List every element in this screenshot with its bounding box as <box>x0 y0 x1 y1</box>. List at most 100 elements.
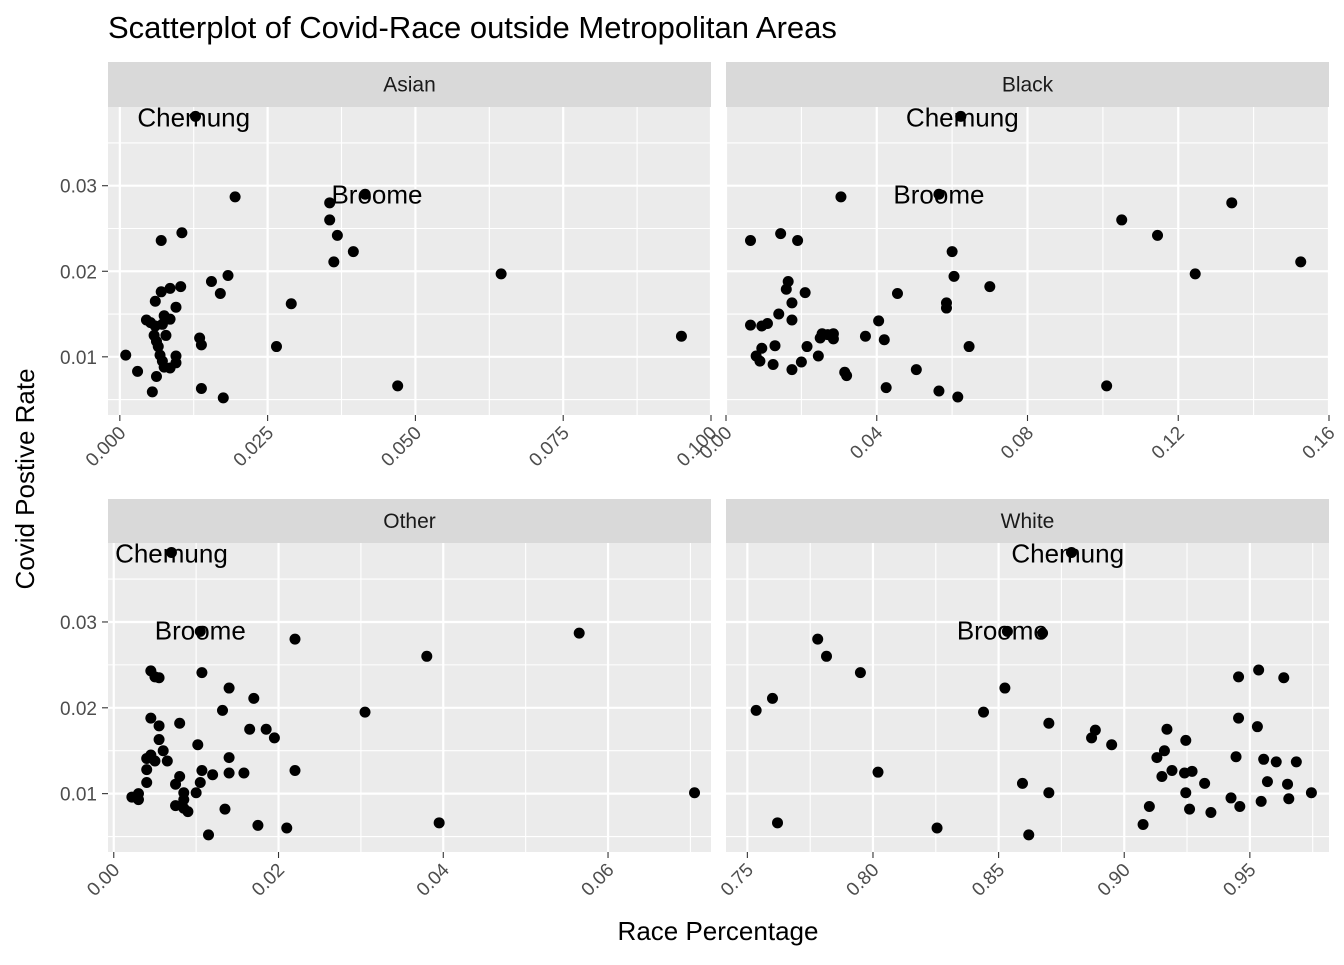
data-point <box>324 214 336 226</box>
facet-strip-label: Asian <box>383 74 436 97</box>
data-point <box>174 717 186 729</box>
data-point <box>859 330 871 342</box>
data-point <box>160 329 172 341</box>
data-point <box>270 341 282 353</box>
data-point <box>196 764 208 776</box>
data-point <box>1295 256 1307 268</box>
data-point <box>155 286 167 298</box>
data-point <box>1233 671 1245 683</box>
data-point <box>222 270 234 282</box>
data-point <box>821 650 832 662</box>
county-label: Chemung <box>115 538 228 568</box>
x-axis-title: Race Percentage <box>618 916 819 946</box>
data-point <box>1253 664 1265 676</box>
data-point <box>1205 807 1217 819</box>
data-point <box>190 787 202 799</box>
data-point <box>194 625 206 637</box>
data-point <box>1290 756 1302 768</box>
data-point <box>156 318 168 330</box>
county-label: Chemung <box>906 102 1019 132</box>
x-tick-label: 0.75 <box>717 860 758 901</box>
data-point <box>347 246 359 258</box>
data-point <box>433 817 445 829</box>
data-point <box>689 787 701 799</box>
data-point <box>910 364 922 376</box>
data-point <box>1137 819 1149 831</box>
county-label: Broome <box>155 616 246 646</box>
data-point <box>175 281 187 293</box>
data-point <box>984 281 996 293</box>
data-point <box>891 288 903 300</box>
data-point <box>1001 625 1013 637</box>
panel-plot-area: Chemung Broome <box>108 107 711 415</box>
data-point <box>827 333 839 345</box>
data-point <box>223 767 235 779</box>
data-point <box>1186 765 1198 777</box>
data-point <box>328 256 340 268</box>
data-point <box>773 308 785 320</box>
data-point <box>132 365 144 377</box>
data-point <box>841 370 853 382</box>
y-tick-label: 0.03 <box>60 177 97 198</box>
panel-plot-area: Chemung Broome <box>726 102 1329 415</box>
data-point <box>192 739 204 751</box>
x-tick-label: 0.050 <box>377 423 425 471</box>
data-point <box>1161 723 1173 735</box>
data-point <box>153 734 165 746</box>
data-point <box>289 764 301 776</box>
data-point <box>495 268 507 280</box>
data-point <box>359 706 371 718</box>
data-point <box>217 392 229 404</box>
data-point <box>260 723 272 735</box>
data-point <box>165 546 177 558</box>
county-label: Chemung <box>1011 538 1124 568</box>
county-label: Broome <box>893 179 984 209</box>
x-tick-label: 0.00 <box>83 860 124 901</box>
facet-strip-label: Other <box>383 510 436 533</box>
data-point <box>120 349 132 361</box>
data-point <box>153 672 165 684</box>
x-tick-label: 0.90 <box>1094 860 1135 901</box>
data-point <box>1199 777 1211 789</box>
facet-other: Other Chemung Broome 0.01 0.02 0.03 0.00 0.02 0.… <box>60 499 711 901</box>
data-point <box>761 317 773 329</box>
panel-plot-area: Chemung Broome <box>108 538 711 852</box>
x-tick-label: 0.85 <box>968 860 1009 901</box>
data-point <box>931 822 943 834</box>
data-point <box>1065 546 1077 558</box>
y-tick-label: 0.01 <box>60 785 97 806</box>
data-point <box>238 767 250 779</box>
data-point <box>157 745 169 757</box>
data-point <box>1180 787 1192 799</box>
data-point <box>1016 777 1028 789</box>
data-point <box>248 692 260 704</box>
x-tick-label: 0.80 <box>843 860 884 901</box>
data-point <box>1180 734 1192 746</box>
y-tick-label: 0.02 <box>60 262 97 283</box>
facet-strip <box>108 62 711 107</box>
data-point <box>1270 756 1282 768</box>
data-point <box>1278 672 1290 684</box>
data-point <box>281 822 293 834</box>
data-point <box>675 330 687 342</box>
data-point <box>195 382 207 394</box>
data-point <box>1234 801 1246 813</box>
data-point <box>1226 197 1238 209</box>
data-point <box>161 755 173 767</box>
data-point <box>786 314 798 326</box>
data-point <box>178 794 190 806</box>
data-point <box>421 650 433 662</box>
data-point <box>196 667 208 679</box>
data-point <box>1023 829 1035 841</box>
data-point <box>1166 764 1178 776</box>
panel-plot-area: Chemung Broome <box>726 538 1329 852</box>
data-point <box>1116 214 1128 226</box>
data-point <box>207 769 219 781</box>
data-point <box>1233 712 1245 724</box>
data-point <box>1261 776 1273 788</box>
data-point <box>854 667 866 679</box>
data-point <box>978 706 990 718</box>
data-point <box>767 359 779 371</box>
